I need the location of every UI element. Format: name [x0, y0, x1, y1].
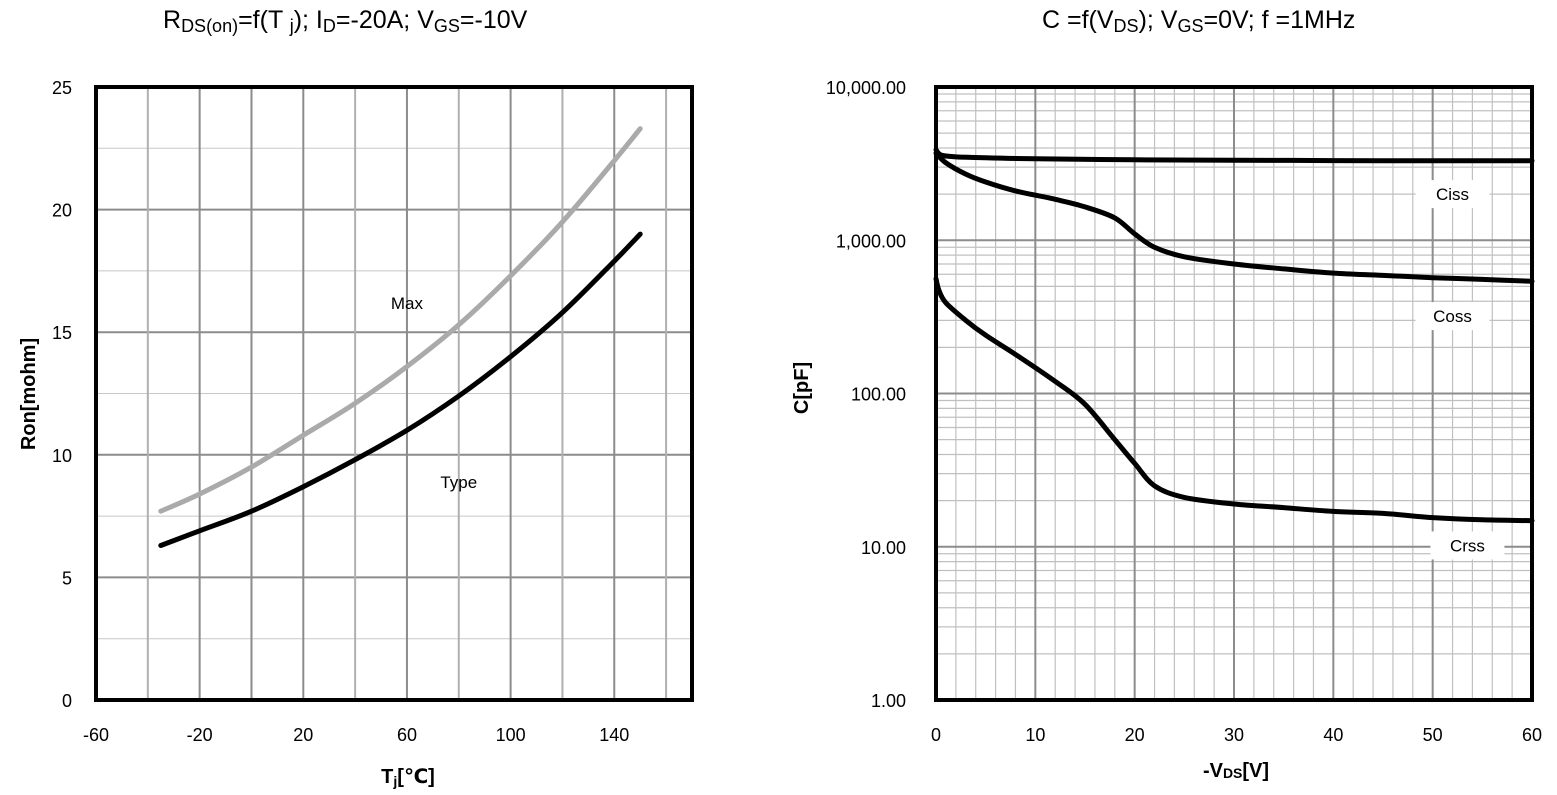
left-series-label-type: Type	[440, 473, 477, 492]
right-y-tick-label: 100.00	[851, 385, 906, 405]
left-series-label-max: Max	[391, 294, 424, 313]
right-y-tick-label: 10,000.00	[826, 78, 906, 98]
right-series-line-crss	[933, 276, 1535, 524]
right-series-line-coss	[933, 150, 1535, 284]
right-series-line-ciss	[933, 147, 1535, 164]
left-series-line-type	[158, 231, 643, 548]
right-x-tick-label: 60	[1522, 725, 1542, 745]
right-series-label-crss: Crss	[1450, 536, 1485, 555]
left-y-tick-label: 25	[52, 78, 72, 98]
left-y-tick-label: 10	[52, 446, 72, 466]
right-x-tick-label: 30	[1224, 725, 1244, 745]
right-y-tick-label: 1.00	[871, 691, 906, 711]
left-chart-title: RDS(on)=f(T j); ID=-20A; VGS=-10V	[163, 6, 528, 36]
left-x-axis-title: Tj[℃]	[381, 766, 435, 789]
right-series-label-bg	[1415, 180, 1490, 209]
left-y-axis-title: Ron[mohm]	[18, 338, 40, 450]
left-plot-frame	[94, 85, 694, 702]
right-series-label-coss: Coss	[1433, 307, 1472, 326]
right-x-tick-label: 50	[1423, 725, 1443, 745]
right-x-tick-label: 0	[931, 725, 941, 745]
right-series-label-ciss: Ciss	[1436, 185, 1469, 204]
left-x-tick-label: -20	[187, 725, 213, 745]
left-x-tick-label: -60	[83, 725, 109, 745]
right-x-tick-label: 20	[1125, 725, 1145, 745]
left-x-tick-label: 140	[599, 725, 629, 745]
right-x-tick-label: 10	[1025, 725, 1045, 745]
right-chart-title: C =f(VDS); VGS=0V; f =1MHz	[1042, 6, 1356, 36]
right-plot-frame	[934, 85, 1534, 702]
left-x-tick-label: 60	[397, 725, 417, 745]
right-y-tick-label: 10.00	[861, 538, 906, 558]
left-x-tick-label: 100	[496, 725, 526, 745]
right-x-tick-label: 40	[1323, 725, 1343, 745]
left-y-tick-label: 15	[52, 323, 72, 343]
left-series-line-max	[158, 126, 643, 514]
right-y-axis-title: C[pF]	[791, 362, 813, 414]
left-y-tick-label: 5	[62, 568, 72, 588]
left-y-tick-label: 20	[52, 201, 72, 221]
right-y-tick-label: 1,000.00	[836, 231, 906, 251]
right-x-axis-title: -VDS[V]	[1203, 760, 1269, 782]
right-series-label-bg	[1430, 531, 1505, 560]
left-y-tick-label: 0	[62, 691, 72, 711]
left-x-tick-label: 20	[293, 725, 313, 745]
right-series-label-bg	[1415, 302, 1490, 331]
